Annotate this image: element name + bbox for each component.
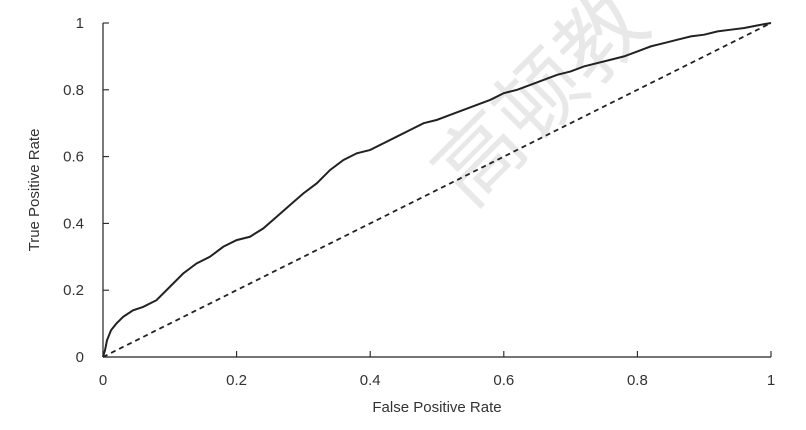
x-tick-label: 0.2 bbox=[226, 372, 247, 389]
x-tick-label: 0.6 bbox=[493, 372, 514, 389]
y-tick-label: 0.2 bbox=[63, 282, 84, 299]
x-tick-label: 0.8 bbox=[627, 372, 648, 389]
diagonal-reference-line bbox=[102, 22, 772, 358]
watermark: 高顿教 bbox=[414, 0, 667, 225]
roc-curve-line bbox=[102, 22, 772, 358]
x-tick-label: 0 bbox=[99, 372, 107, 389]
y-tick-label: 0.6 bbox=[63, 149, 84, 166]
y-tick-group: 0 0.2 0.4 0.6 0.8 1 bbox=[63, 15, 109, 366]
watermark-text: 高顿教 bbox=[414, 0, 667, 225]
x-tick-label: 0.4 bbox=[360, 372, 381, 389]
x-axis-label: False Positive Rate bbox=[372, 399, 501, 416]
series-layer bbox=[102, 22, 772, 358]
y-tick-label: 1 bbox=[76, 15, 84, 32]
y-tick-label: 0 bbox=[76, 349, 84, 366]
x-tick-group: 0 0.2 0.4 0.6 0.8 1 bbox=[99, 351, 775, 389]
x-tick-label: 1 bbox=[767, 372, 775, 389]
y-tick-label: 0.4 bbox=[63, 215, 84, 232]
y-axis-label: True Positive Rate bbox=[26, 129, 43, 252]
y-tick-label: 0.8 bbox=[63, 82, 84, 99]
